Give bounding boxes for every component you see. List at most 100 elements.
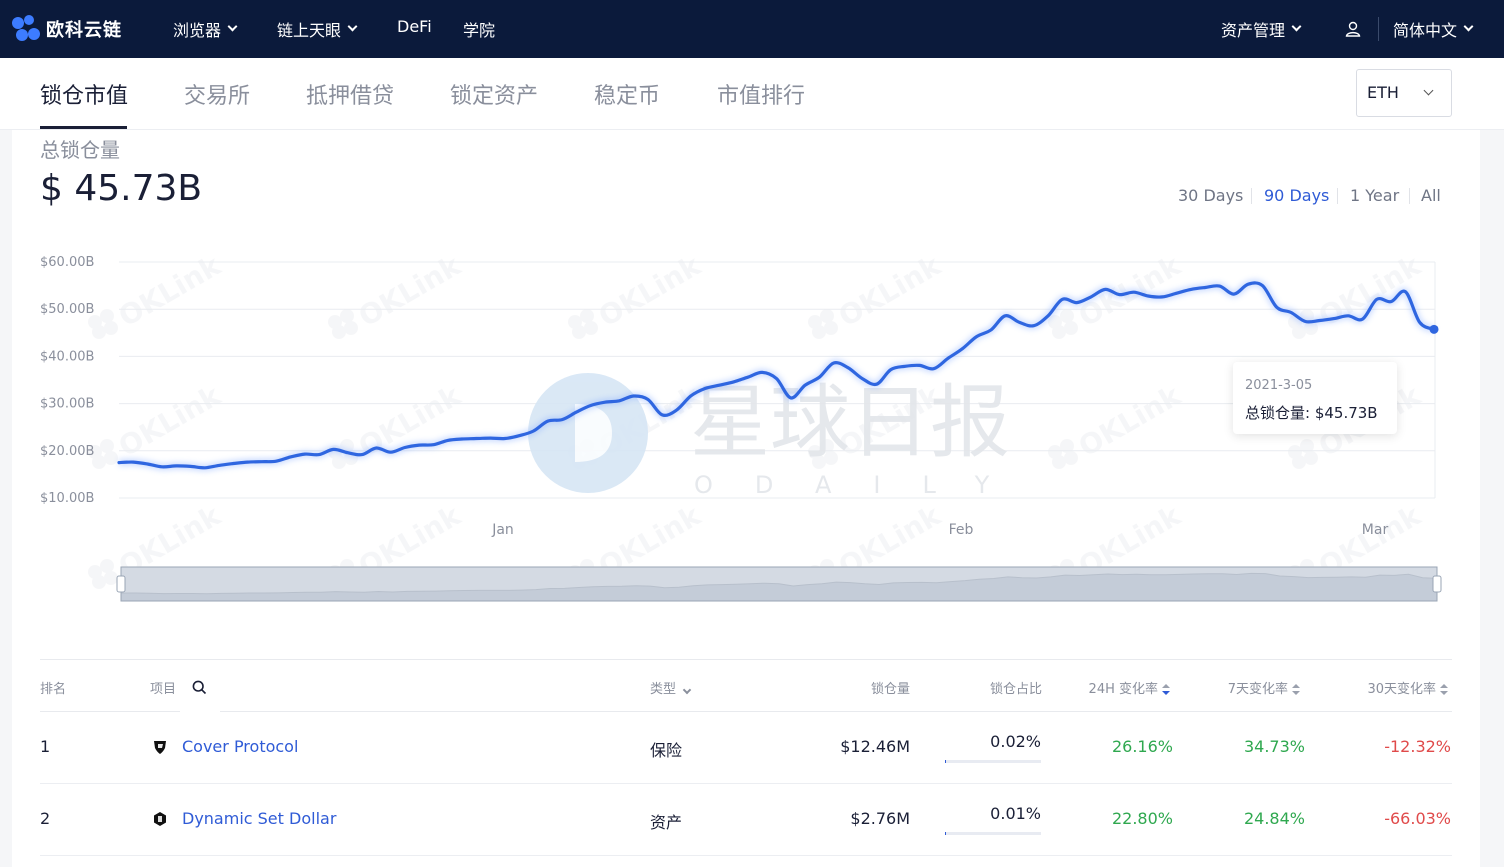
header-divider [40, 711, 180, 712]
range-selector[interactable] [116, 566, 1442, 602]
row-24h-change: 22.80% [1111, 809, 1173, 828]
nav-academy-label: 学院 [463, 21, 496, 40]
nav-browser-label: 浏览器 [173, 21, 222, 40]
header-30d-change[interactable]: 30天变化率 [1330, 678, 1448, 697]
chevron-down-icon [227, 21, 238, 32]
range-selector-mini-series [120, 572, 1438, 602]
tvl-value: $ 45.73B [40, 168, 203, 209]
user-icon[interactable] [1344, 20, 1362, 38]
share-bar-fill [945, 832, 946, 835]
oklink-watermark: OKLink [1048, 378, 1187, 469]
y-tick-label: $10.00B [40, 491, 94, 506]
row-type: 保险 [650, 741, 683, 760]
x-tick-label: Jan [491, 522, 514, 538]
x-tick-label: Feb [949, 522, 974, 538]
share-bar-fill [945, 760, 946, 763]
sort-icon [1162, 683, 1170, 696]
y-tick-label: $60.00B [40, 255, 94, 270]
row-divider [40, 783, 1452, 784]
tooltip-date: 2021-3-05 [1245, 378, 1313, 393]
row-tvl: $2.76M [850, 809, 910, 828]
row-30d-change: -12.32% [1384, 737, 1451, 756]
x-tick-label: Mar [1362, 522, 1389, 538]
currency-select[interactable]: ETH [1356, 69, 1452, 117]
nav-onchain-eye[interactable]: 链上天眼 [277, 17, 358, 41]
row-rank: 2 [40, 809, 51, 828]
header-project-label: 项目 [150, 682, 177, 697]
header-7d-change[interactable]: 7天变化率 [1190, 678, 1300, 697]
y-axis-labels: $60.00B $50.00B $40.00B $30.00B $20.00B $10.0… [40, 255, 94, 506]
chevron-down-icon [1423, 85, 1434, 96]
range-handle-left[interactable] [116, 575, 126, 593]
header-30d-change-label: 30天变化率 [1367, 682, 1436, 697]
row-divider [40, 855, 1452, 856]
header-tvl: 锁仓量 [870, 682, 910, 697]
tab-exchange[interactable]: 交易所 [184, 84, 251, 109]
share-bar [945, 832, 1041, 835]
nav-defi[interactable]: DeFi [397, 17, 432, 36]
x-axis-labels: Jan Feb Mar [491, 522, 1388, 538]
nav-asset-management[interactable]: 资产管理 [1221, 17, 1302, 41]
chevron-down-icon [1291, 21, 1302, 32]
tooltip-value: 总锁仓量: $45.73B [1245, 404, 1378, 422]
svg-text:OKLink: OKLink [593, 248, 707, 333]
tab-lending[interactable]: 抵押借贷 [306, 84, 395, 109]
row-share: 0.01% [990, 804, 1041, 823]
share-bar [945, 760, 1041, 763]
row-7d-change: 24.84% [1243, 809, 1305, 828]
range-90-days[interactable]: 90 Days [1264, 186, 1330, 205]
language-label: 简体中文 [1393, 21, 1458, 40]
tab-locked-assets[interactable]: 锁定资产 [450, 84, 539, 109]
tvl-label: 总锁仓量 [40, 138, 120, 162]
project-link[interactable]: Dynamic Set Dollar [182, 809, 337, 828]
odaily-watermark-cn: 星球日报 [690, 376, 1010, 469]
header-project: 项目 [150, 678, 176, 697]
y-tick-label: $40.00B [40, 349, 94, 364]
series-line [117, 281, 1436, 470]
logo[interactable]: 欧科云链 [12, 14, 122, 44]
svg-text:OKLink: OKLink [353, 248, 467, 333]
odaily-watermark: 星球日报 ODAILY [528, 373, 1031, 499]
tab-market-cap-rank[interactable]: 市值排行 [717, 84, 806, 109]
table-top-border [40, 659, 1452, 660]
y-tick-label: $30.00B [40, 397, 94, 412]
dynamic-set-dollar-icon [154, 812, 166, 826]
row-7d-change: 34.73% [1243, 737, 1305, 756]
header-divider [220, 711, 1452, 712]
nav-divider [1378, 17, 1379, 41]
range-30-days[interactable]: 30 Days [1178, 186, 1244, 205]
y-tick-label: $20.00B [40, 444, 94, 459]
nav-defi-label: DeFi [397, 17, 432, 36]
sort-icon [1292, 683, 1300, 696]
chevron-down-icon [682, 685, 692, 695]
range-divider [1409, 188, 1410, 204]
oklink-watermark: OKLink [88, 378, 227, 469]
y-tick-label: $50.00B [40, 302, 94, 317]
tab-tvl[interactable]: 锁仓市值 [40, 84, 129, 109]
search-icon[interactable] [192, 680, 207, 695]
row-24h-change: 26.16% [1111, 737, 1173, 756]
range-handle-right[interactable] [1432, 575, 1442, 593]
row-tvl: $12.46M [840, 737, 910, 756]
row-share: 0.02% [990, 732, 1041, 751]
chart-tooltip: 2021-3-05 总锁仓量: $45.73B [1233, 362, 1397, 434]
range-all[interactable]: All [1421, 186, 1441, 205]
odaily-watermark-en: ODAILY [694, 471, 1031, 499]
active-tab-indicator [40, 126, 127, 129]
nav-browser[interactable]: 浏览器 [173, 17, 238, 41]
header-share: 锁仓占比 [989, 682, 1042, 697]
header-rank: 排名 [40, 682, 67, 697]
header-7d-change-label: 7天变化率 [1227, 682, 1288, 697]
tab-stablecoin[interactable]: 稳定币 [594, 84, 661, 109]
chevron-down-icon [1463, 21, 1474, 32]
svg-text:OKLink: OKLink [833, 248, 947, 333]
last-data-point[interactable] [1429, 324, 1439, 334]
nav-academy[interactable]: 学院 [463, 17, 495, 41]
header-24h-change[interactable]: 24H 变化率 [1060, 678, 1170, 697]
top-navbar: 欧科云链 浏览器 链上天眼 DeFi 学院 资产管理 简体中文 [0, 0, 1504, 58]
project-link[interactable]: Cover Protocol [182, 737, 299, 756]
language-selector[interactable]: 简体中文 [1393, 17, 1474, 41]
header-type[interactable]: 类型 [650, 678, 692, 697]
range-1-year[interactable]: 1 Year [1350, 186, 1400, 205]
nav-onchain-eye-label: 链上天眼 [277, 21, 342, 40]
